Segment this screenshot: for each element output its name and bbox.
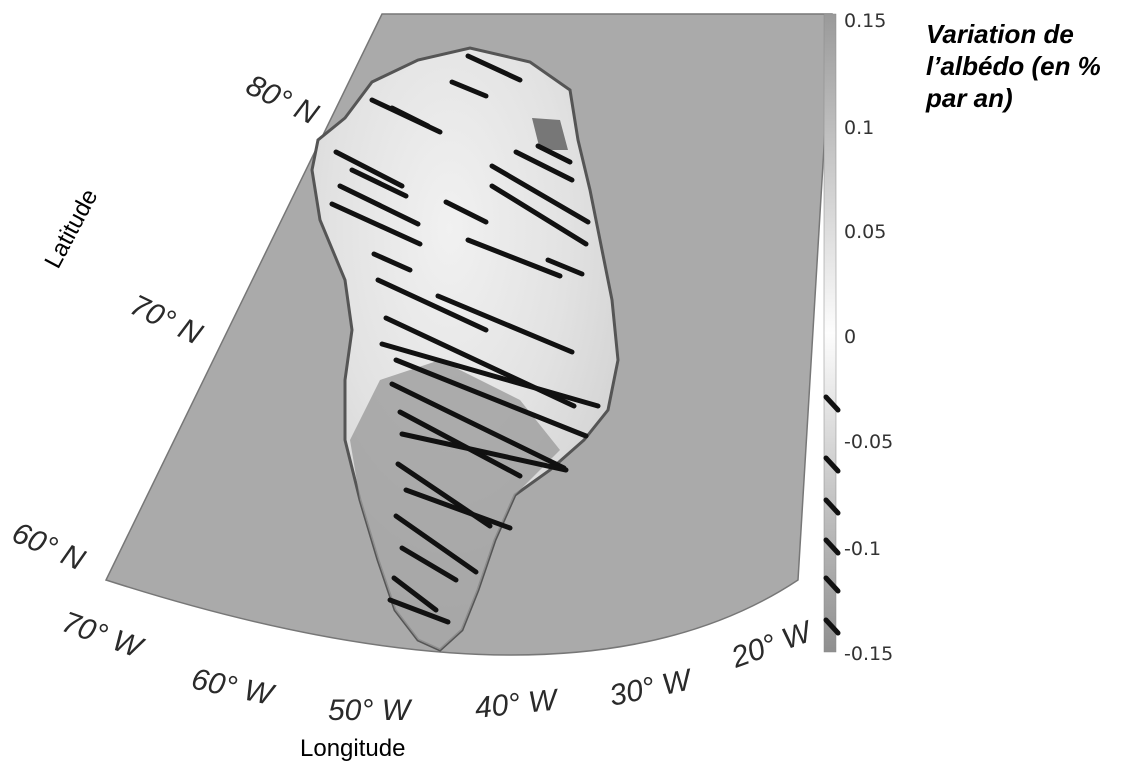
hatch-line (443, 199, 489, 225)
lon-label-70w: 70° W (58, 606, 149, 666)
lon-label-50w: 50° W (328, 694, 413, 727)
hatch-line (489, 183, 589, 247)
colorbar-tick-label: 0 (844, 326, 856, 348)
colorbar-tick-label: -0.15 (844, 643, 893, 665)
hatch-line (399, 431, 569, 473)
hatch-line (513, 149, 575, 183)
lon-label-20w: 20° W (726, 615, 818, 675)
hatch-line (449, 79, 489, 99)
colorbar-tick-label: 0.1 (844, 117, 874, 139)
colorbar-ticks: 0.15 0.1 0.05 0 -0.05 -0.1 -0.15 (844, 10, 893, 665)
hatch-line (389, 105, 431, 129)
hatch-line (329, 201, 423, 247)
hatch-line (391, 575, 439, 613)
lon-label-30w: 30° W (607, 663, 697, 713)
hatch-line (349, 167, 409, 199)
northeast-dark-patch (532, 118, 568, 150)
hatching-lines (329, 53, 601, 625)
hatch-line (465, 53, 523, 83)
colorbar-tick-label: -0.05 (844, 431, 893, 453)
hatch-line (393, 357, 589, 439)
colorbar-tick-label: 0.05 (844, 221, 886, 243)
hatch-line (389, 381, 567, 471)
hatch-line (397, 409, 523, 479)
lat-label-80n: 80° N (241, 69, 324, 132)
hatch-line (535, 143, 573, 165)
hatch-line (489, 163, 591, 225)
hatch-line (337, 183, 421, 227)
colorbar-tick-label: -0.1 (844, 538, 881, 560)
y-axis-label: Latitude (39, 185, 103, 273)
hatch-line (333, 149, 405, 189)
lon-label-40w: 40° W (473, 683, 561, 725)
lon-label-60w: 60° W (189, 663, 279, 713)
x-axis-label: Longitude (300, 735, 405, 762)
hatch-line (393, 513, 479, 575)
hatch-line (387, 597, 451, 625)
colorbar-hatch-marks (823, 394, 841, 636)
hatch-line (379, 341, 601, 409)
hatch-line (375, 277, 489, 333)
hatch-line (545, 257, 585, 277)
colorbar-title: Variation de l’albédo (en % par an) (926, 19, 1101, 113)
colorbar-tick-label: 0.15 (844, 10, 886, 32)
hatch-line (465, 237, 563, 279)
hatch-line (399, 545, 459, 583)
lat-label-70n: 70° N (125, 289, 208, 352)
hatch-line (435, 293, 575, 355)
lat-label-60n: 60° N (7, 516, 90, 577)
hatch-line (371, 251, 413, 273)
hatch-line (403, 487, 513, 531)
colorbar (823, 13, 837, 653)
